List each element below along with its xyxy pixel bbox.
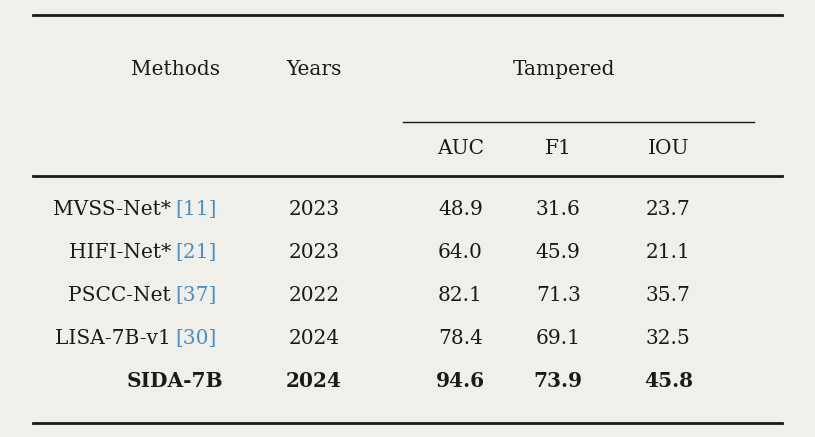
Text: HIFI-Net*: HIFI-Net* xyxy=(69,243,175,262)
Text: 94.6: 94.6 xyxy=(436,371,485,391)
Text: 32.5: 32.5 xyxy=(646,329,690,348)
Text: 23.7: 23.7 xyxy=(646,200,690,219)
Text: 78.4: 78.4 xyxy=(438,329,483,348)
Text: Years: Years xyxy=(286,60,341,80)
Text: 21.1: 21.1 xyxy=(645,243,691,262)
Text: Methods: Methods xyxy=(130,60,220,80)
Text: SIDA-7B: SIDA-7B xyxy=(127,371,223,391)
Text: [30]: [30] xyxy=(175,329,217,348)
Text: MVSS-Net*: MVSS-Net* xyxy=(53,200,175,219)
Text: 2022: 2022 xyxy=(289,286,339,305)
Text: [11]: [11] xyxy=(175,200,217,219)
Text: LISA-7B-v1: LISA-7B-v1 xyxy=(55,329,175,348)
Text: 45.8: 45.8 xyxy=(644,371,693,391)
Text: 73.9: 73.9 xyxy=(534,371,583,391)
Text: 71.3: 71.3 xyxy=(535,286,581,305)
Text: [37]: [37] xyxy=(175,286,217,305)
Text: 35.7: 35.7 xyxy=(645,286,691,305)
Text: AUC: AUC xyxy=(437,139,484,158)
Text: 82.1: 82.1 xyxy=(438,286,483,305)
Text: 2023: 2023 xyxy=(289,243,339,262)
Text: 64.0: 64.0 xyxy=(438,243,483,262)
Text: 2024: 2024 xyxy=(289,329,339,348)
Text: F1: F1 xyxy=(545,139,571,158)
Text: [21]: [21] xyxy=(175,243,217,262)
Text: 48.9: 48.9 xyxy=(438,200,483,219)
Text: 31.6: 31.6 xyxy=(535,200,581,219)
Text: 45.9: 45.9 xyxy=(535,243,581,262)
Text: 2024: 2024 xyxy=(286,371,341,391)
Text: 2023: 2023 xyxy=(289,200,339,219)
Text: Tampered: Tampered xyxy=(513,60,615,80)
Text: IOU: IOU xyxy=(648,139,689,158)
Text: PSCC-Net: PSCC-Net xyxy=(68,286,175,305)
Text: 69.1: 69.1 xyxy=(535,329,581,348)
